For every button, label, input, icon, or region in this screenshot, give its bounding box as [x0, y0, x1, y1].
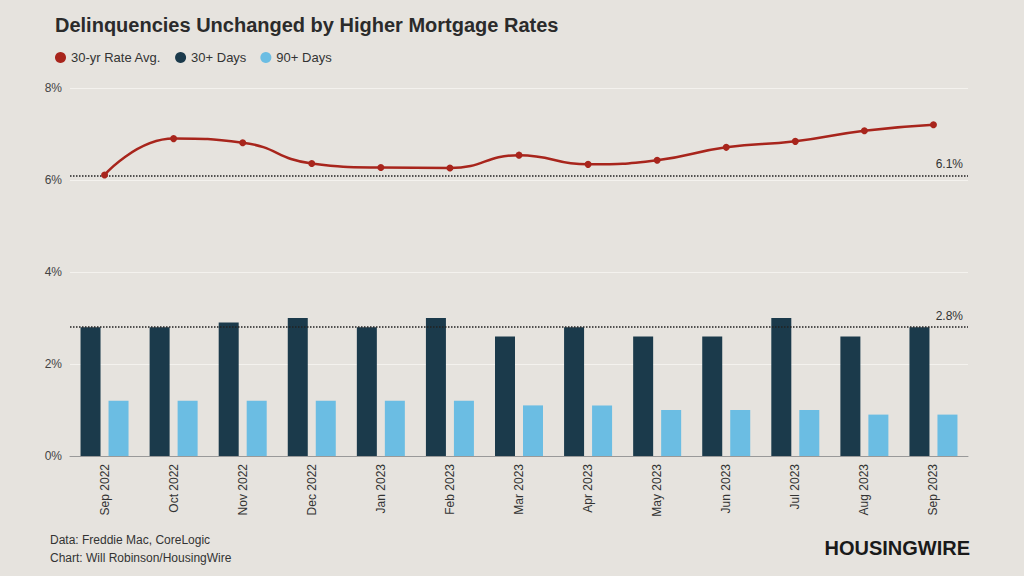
svg-text:Jan 2023: Jan 2023	[374, 464, 388, 514]
svg-text:8%: 8%	[45, 81, 63, 95]
svg-text:2.8%: 2.8%	[936, 309, 964, 323]
svg-text:6.1%: 6.1%	[936, 157, 964, 171]
svg-text:90+ Days: 90+ Days	[276, 50, 332, 65]
svg-text:Jun 2023: Jun 2023	[719, 464, 733, 514]
svg-text:Jul 2023: Jul 2023	[788, 464, 802, 510]
svg-text:6%: 6%	[45, 173, 63, 187]
svg-text:Mar 2023: Mar 2023	[512, 464, 526, 515]
svg-text:Oct 2022: Oct 2022	[167, 464, 181, 513]
svg-text:Dec 2022: Dec 2022	[305, 464, 319, 516]
svg-text:0%: 0%	[45, 449, 63, 463]
svg-text:Sep 2023: Sep 2023	[926, 464, 940, 516]
svg-text:Delinquencies Unchanged by Hig: Delinquencies Unchanged by Higher Mortga…	[55, 14, 558, 36]
svg-text:HOUSINGWIRE: HOUSINGWIRE	[824, 537, 970, 559]
svg-text:30-yr Rate Avg.: 30-yr Rate Avg.	[71, 50, 160, 65]
svg-text:May 2023: May 2023	[650, 464, 664, 517]
svg-text:2%: 2%	[45, 357, 63, 371]
svg-text:4%: 4%	[45, 265, 63, 279]
svg-text:Data: Freddie Mac, CoreLogic: Data: Freddie Mac, CoreLogic	[50, 533, 210, 547]
svg-text:Chart: Will Robinson/HousingWi: Chart: Will Robinson/HousingWire	[50, 551, 232, 565]
svg-text:Sep 2022: Sep 2022	[98, 464, 112, 516]
svg-text:Aug 2023: Aug 2023	[857, 464, 871, 516]
svg-text:Feb 2023: Feb 2023	[443, 464, 457, 515]
svg-text:Nov 2022: Nov 2022	[236, 464, 250, 516]
svg-text:30+ Days: 30+ Days	[191, 50, 247, 65]
svg-text:Apr 2023: Apr 2023	[581, 464, 595, 513]
